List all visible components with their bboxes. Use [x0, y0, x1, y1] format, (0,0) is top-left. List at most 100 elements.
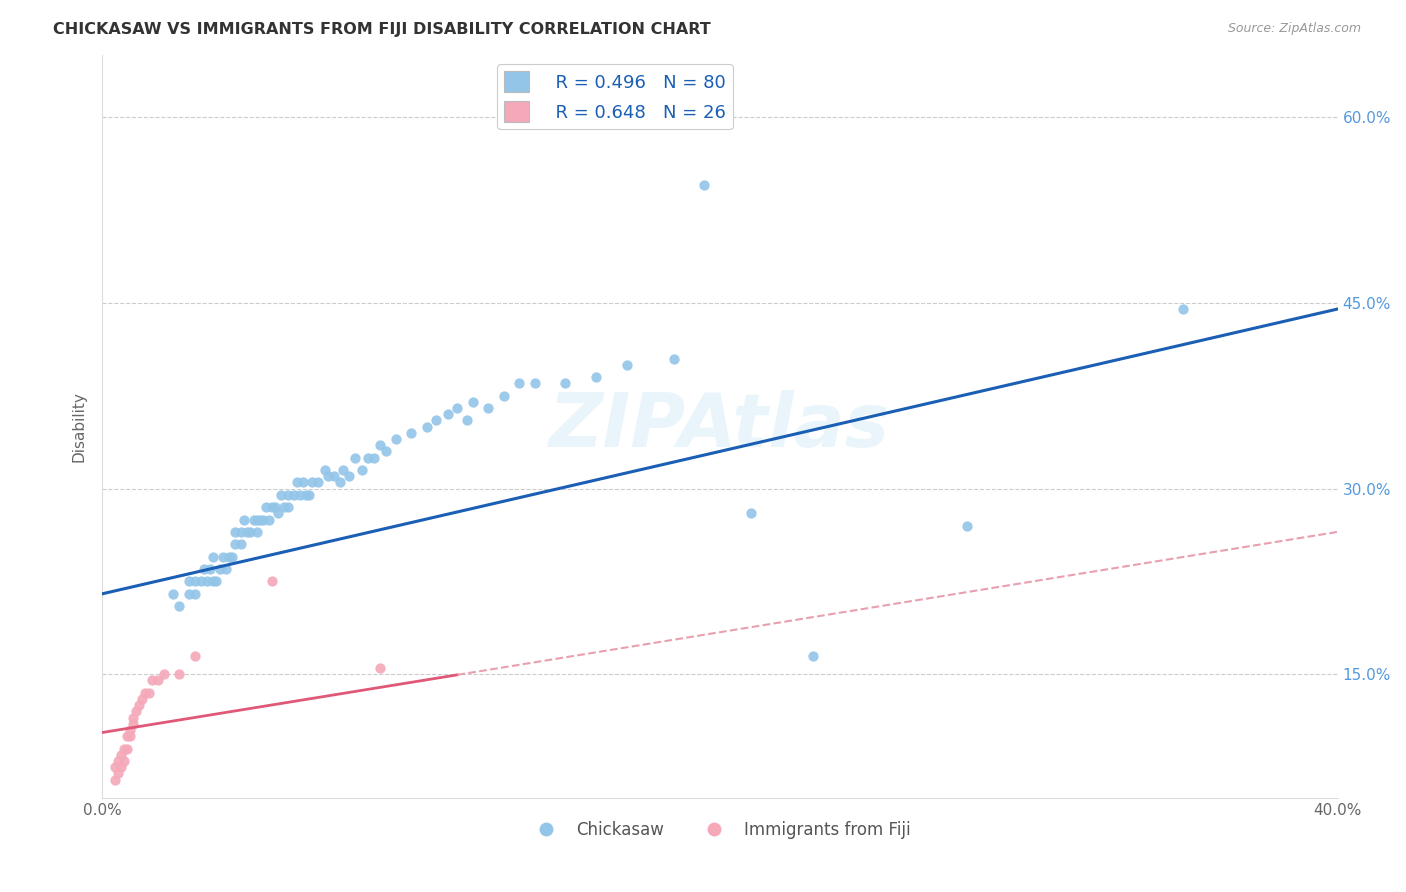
Point — [307, 475, 329, 490]
Point — [314, 463, 336, 477]
Point — [190, 574, 212, 589]
Point — [267, 506, 290, 520]
Point — [208, 562, 231, 576]
Point — [233, 512, 256, 526]
Point — [236, 524, 259, 539]
Point — [368, 661, 391, 675]
Point — [193, 562, 215, 576]
Point — [554, 376, 576, 391]
Point — [249, 512, 271, 526]
Point — [276, 488, 298, 502]
Point — [291, 475, 314, 490]
Point — [616, 358, 638, 372]
Point — [329, 475, 352, 490]
Point — [115, 741, 138, 756]
Point — [446, 401, 468, 415]
Point — [218, 549, 240, 564]
Text: CHICKASAW VS IMMIGRANTS FROM FIJI DISABILITY CORRELATION CHART: CHICKASAW VS IMMIGRANTS FROM FIJI DISABI… — [53, 22, 711, 37]
Point — [262, 500, 284, 515]
Point — [107, 754, 129, 768]
Point — [103, 760, 125, 774]
Point — [211, 549, 233, 564]
Point — [585, 370, 607, 384]
Point — [322, 469, 344, 483]
Text: Source: ZipAtlas.com: Source: ZipAtlas.com — [1227, 22, 1361, 36]
Point — [205, 574, 228, 589]
Point — [740, 506, 762, 520]
Point — [242, 512, 264, 526]
Point — [169, 667, 191, 681]
Point — [246, 512, 269, 526]
Point — [195, 574, 218, 589]
Point — [492, 389, 515, 403]
Point — [215, 562, 238, 576]
Point — [252, 512, 274, 526]
Point — [801, 648, 824, 663]
Point — [118, 729, 141, 743]
Point — [177, 574, 200, 589]
Text: ZIPAtlas: ZIPAtlas — [550, 390, 890, 463]
Point — [110, 760, 132, 774]
Point — [273, 500, 295, 515]
Point — [153, 667, 176, 681]
Point — [103, 772, 125, 787]
Point — [221, 549, 243, 564]
Point — [254, 500, 277, 515]
Point — [332, 463, 354, 477]
Point — [415, 419, 437, 434]
Point — [125, 705, 148, 719]
Point — [239, 524, 262, 539]
Point — [363, 450, 385, 465]
Point — [956, 518, 979, 533]
Point — [115, 729, 138, 743]
Point — [257, 512, 280, 526]
Point — [184, 574, 207, 589]
Point — [461, 395, 484, 409]
Point — [316, 469, 339, 483]
Point — [107, 766, 129, 780]
Point — [146, 673, 169, 688]
Point — [184, 587, 207, 601]
Point — [337, 469, 360, 483]
Point — [202, 549, 225, 564]
Point — [285, 475, 308, 490]
Point — [288, 488, 311, 502]
Point — [270, 488, 292, 502]
Point — [368, 438, 391, 452]
Point — [141, 673, 163, 688]
Point — [1173, 301, 1195, 316]
Point — [456, 413, 478, 427]
Point — [298, 488, 321, 502]
Point — [131, 692, 153, 706]
Point — [344, 450, 367, 465]
Point — [118, 723, 141, 737]
Point — [231, 524, 253, 539]
Point — [399, 425, 422, 440]
Point — [384, 432, 406, 446]
Point — [425, 413, 447, 427]
Point — [262, 574, 284, 589]
Point — [112, 754, 135, 768]
Point — [224, 524, 246, 539]
Point — [350, 463, 373, 477]
Legend: Chickasaw, Immigrants from Fiji: Chickasaw, Immigrants from Fiji — [523, 814, 917, 846]
Y-axis label: Disability: Disability — [72, 392, 86, 462]
Point — [295, 488, 318, 502]
Point — [276, 500, 298, 515]
Point — [662, 351, 685, 366]
Point — [134, 686, 156, 700]
Point — [357, 450, 380, 465]
Point — [437, 407, 460, 421]
Point — [177, 587, 200, 601]
Point — [184, 648, 207, 663]
Point — [112, 741, 135, 756]
Point — [283, 488, 305, 502]
Point — [128, 698, 150, 713]
Point — [231, 537, 253, 551]
Point — [523, 376, 546, 391]
Point — [200, 562, 222, 576]
Point — [264, 500, 287, 515]
Point — [138, 686, 160, 700]
Point — [202, 574, 225, 589]
Point — [122, 711, 145, 725]
